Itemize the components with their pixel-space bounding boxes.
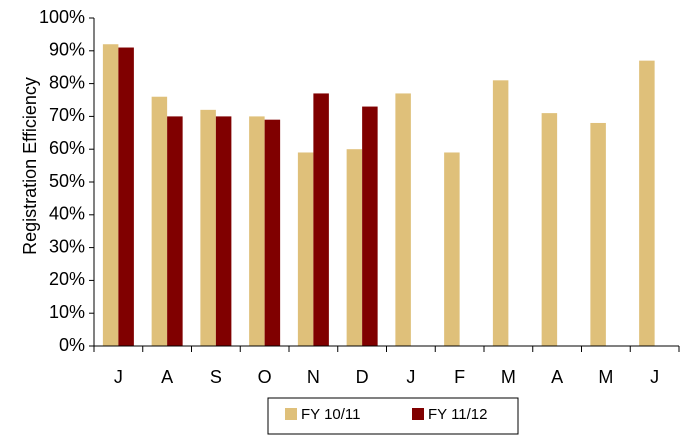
y-tick-label: 40%: [49, 204, 85, 224]
bar-fy-10-11: [151, 96, 168, 346]
y-tick-label: 90%: [49, 40, 85, 60]
x-tick-label: O: [258, 367, 272, 387]
bar-fy-10-11: [249, 116, 265, 347]
axes: [93, 18, 680, 352]
bar-fy-11-12: [264, 119, 281, 347]
bar-fy-11-12: [118, 47, 134, 347]
legend-label: FY 11/12: [428, 406, 488, 423]
legend-swatch: [412, 408, 424, 420]
x-tick-label: F: [454, 367, 465, 387]
bar-fy-10-11: [395, 93, 411, 346]
y-tick-label: 60%: [49, 138, 85, 158]
bar-fy-11-12: [313, 93, 329, 346]
y-axis-ticks: 0% 10% 20% 30% 40% 50% 60% 70% 80% 90% 100%: [39, 7, 94, 355]
y-tick-label: 70%: [49, 105, 85, 125]
x-tick-label: M: [598, 367, 613, 387]
x-tick-label: A: [551, 367, 563, 387]
bars: [102, 44, 655, 347]
bar-fy-10-11: [346, 149, 363, 346]
x-tick-label: M: [501, 367, 516, 387]
legend-label: FY 10/11: [301, 406, 361, 423]
y-axis-title: Registration Efficiency: [20, 77, 40, 255]
bar-fy-11-12: [362, 106, 378, 346]
x-tick-label: N: [307, 367, 320, 387]
bar-fy-10-11: [444, 152, 460, 346]
y-tick-label: 20%: [49, 269, 85, 289]
y-tick-label: 10%: [49, 302, 85, 322]
x-tick-label: J: [114, 367, 123, 387]
y-tick-label: 100%: [39, 7, 85, 27]
x-tick-label: J: [650, 367, 659, 387]
x-tick-label: J: [406, 367, 415, 387]
y-tick-label: 0%: [59, 335, 85, 355]
bar-fy-10-11: [639, 60, 655, 346]
bar-fy-11-12: [167, 116, 183, 347]
y-tick-label: 80%: [49, 72, 85, 92]
bar-fy-10-11: [541, 113, 558, 347]
bar-fy-10-11: [102, 44, 119, 347]
legend: FY 10/11 FY 11/12: [267, 397, 519, 435]
y-tick-label: 50%: [49, 171, 85, 191]
legend-swatch: [285, 408, 297, 420]
bar-fy-10-11: [492, 80, 509, 346]
bar-fy-11-12: [215, 116, 232, 347]
bar-fy-10-11: [590, 122, 606, 347]
x-tick-label: D: [356, 367, 369, 387]
legend-box: [267, 397, 519, 435]
x-tick-label: S: [210, 367, 222, 387]
y-tick-label: 30%: [49, 236, 85, 256]
x-tick-label: A: [161, 367, 173, 387]
bar-fy-10-11: [297, 152, 314, 346]
bar-fy-10-11: [200, 109, 216, 346]
